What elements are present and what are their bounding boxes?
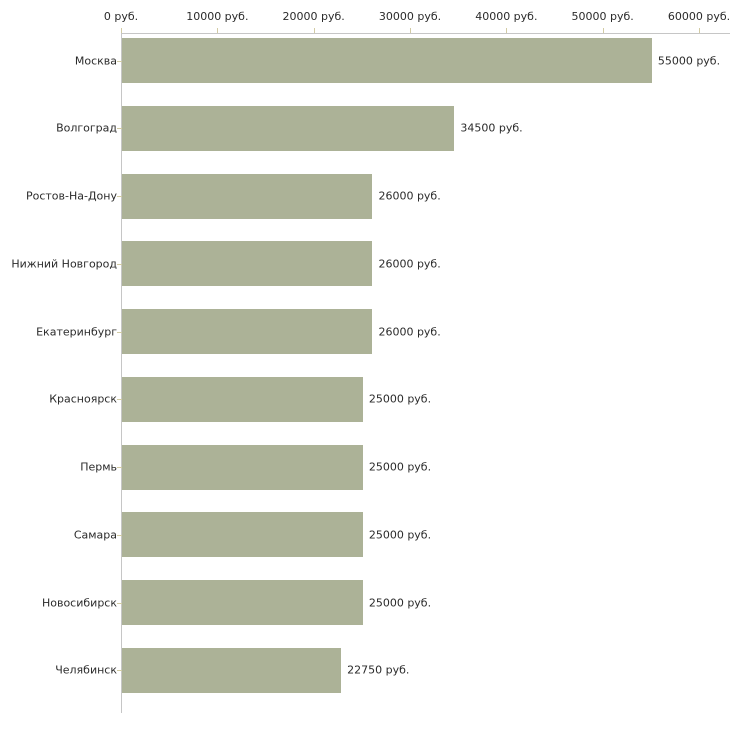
- x-axis-tick-label: 40000 руб.: [475, 10, 538, 23]
- value-label: 22750 руб.: [347, 663, 410, 677]
- x-axis-tick: [699, 28, 700, 34]
- category-label: Пермь: [80, 460, 117, 474]
- x-axis-tick: [313, 28, 315, 34]
- y-axis-tick: [117, 534, 122, 536]
- bar-2: [122, 105, 455, 151]
- y-axis-line: [121, 33, 122, 713]
- bar-4: [122, 241, 373, 287]
- y-axis-tick: [117, 399, 122, 401]
- value-label: 25000 руб.: [368, 596, 432, 609]
- x-axis-tick-label: 0 руб.: [103, 10, 139, 23]
- x-axis-tick: [506, 28, 508, 34]
- y-axis-tick: [117, 263, 122, 265]
- category-label: Волгоград: [56, 121, 117, 135]
- bar-1: [122, 38, 652, 83]
- bar-9: [122, 580, 363, 625]
- value-label: 25000 руб.: [368, 528, 432, 542]
- category-label: Нижний Новгород: [11, 257, 117, 271]
- category-label: Москва: [74, 54, 117, 67]
- x-axis-tick: [410, 28, 411, 34]
- x-axis-tick-label: 60000 руб.: [667, 10, 730, 23]
- x-axis-tick-label: 10000 руб.: [186, 10, 249, 23]
- x-axis-tick: [602, 28, 604, 34]
- bar-5: [122, 309, 373, 354]
- category-label: Челябинск: [55, 663, 117, 677]
- y-axis-tick: [117, 196, 122, 197]
- y-axis-tick: [117, 60, 122, 62]
- value-label: 55000 руб.: [657, 54, 721, 67]
- x-axis-tick: [217, 28, 219, 34]
- bar-6: [122, 376, 363, 422]
- category-label: Ростов-На-Дону: [25, 189, 117, 203]
- x-axis-tick-label: 50000 руб.: [571, 10, 634, 23]
- y-axis-tick: [117, 602, 122, 604]
- value-label: 26000 руб.: [378, 325, 441, 338]
- bar-7: [122, 444, 363, 490]
- category-label: Екатеринбург: [36, 325, 117, 338]
- bar-10: [122, 647, 342, 693]
- value-label: 34500 руб.: [460, 121, 523, 135]
- value-label: 26000 руб.: [378, 189, 441, 203]
- category-label: Новосибирск: [41, 596, 117, 609]
- x-axis-tick-label: 30000 руб.: [378, 10, 442, 23]
- value-label: 26000 руб.: [378, 257, 441, 271]
- y-axis-tick: [117, 331, 122, 333]
- category-label: Самара: [73, 528, 117, 542]
- y-axis-tick: [117, 128, 122, 130]
- value-label: 25000 руб.: [368, 392, 432, 406]
- x-axis-tick: [121, 28, 122, 34]
- x-axis-tick-label: 20000 руб.: [282, 10, 345, 23]
- x-axis-line: [121, 33, 730, 34]
- y-axis-tick: [117, 670, 122, 672]
- category-label: Красноярск: [49, 392, 117, 406]
- y-axis-tick: [117, 467, 122, 468]
- value-label: 25000 руб.: [368, 460, 432, 474]
- bar-8: [122, 512, 363, 558]
- bar-3: [122, 173, 373, 219]
